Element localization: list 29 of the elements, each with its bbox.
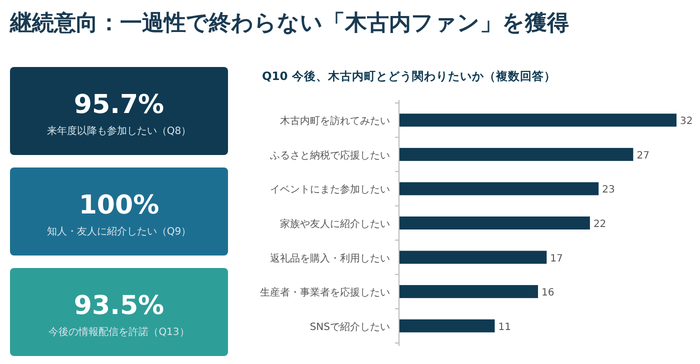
- text: 知人・友人に紹介したい（Q9）: [46, 226, 192, 238]
- bar: [400, 148, 634, 161]
- text: 95.7%: [74, 90, 164, 120]
- bar: [400, 182, 599, 196]
- chart-title: Q10 今後、木古内町とどう関わりたいか（複数回答）: [262, 69, 556, 83]
- bar: [400, 114, 676, 127]
- text: 継続意向：一過性で終わらない「木古内ファン」を獲得: [9, 11, 569, 36]
- bar: [400, 250, 547, 264]
- text: 100%: [78, 190, 160, 220]
- data-label: 16: [542, 288, 554, 299]
- text: 来年度以降も参加したい（Q8）: [46, 125, 192, 137]
- text: 93.5%: [74, 291, 164, 321]
- bar: [400, 216, 590, 230]
- data-label: 17: [550, 253, 563, 264]
- data-label: 27: [636, 150, 650, 162]
- y-tick-label: イベントにまた参加したい: [270, 184, 390, 196]
- data-label: 22: [593, 219, 606, 230]
- y-tick-label: 生産者・事業者を応援したい: [260, 286, 390, 299]
- bar: [400, 285, 538, 298]
- data-label: 23: [602, 184, 615, 196]
- y-tick-label: 返礼品を購入・利用したい: [270, 252, 390, 264]
- text: 今後の情報配信を許諾（Q13）: [48, 326, 190, 338]
- y-tick-label: 木古内町を訪れてみたい: [280, 115, 390, 128]
- y-tick-label: ふるさと納税で応援したい: [269, 149, 390, 162]
- data-label: 32: [680, 116, 693, 128]
- bar: [400, 319, 495, 332]
- data-label: 11: [498, 322, 511, 333]
- y-tick-label: SNSで紹介したい: [310, 320, 390, 333]
- y-tick-label: 家族や友人に紹介したい: [280, 218, 390, 230]
